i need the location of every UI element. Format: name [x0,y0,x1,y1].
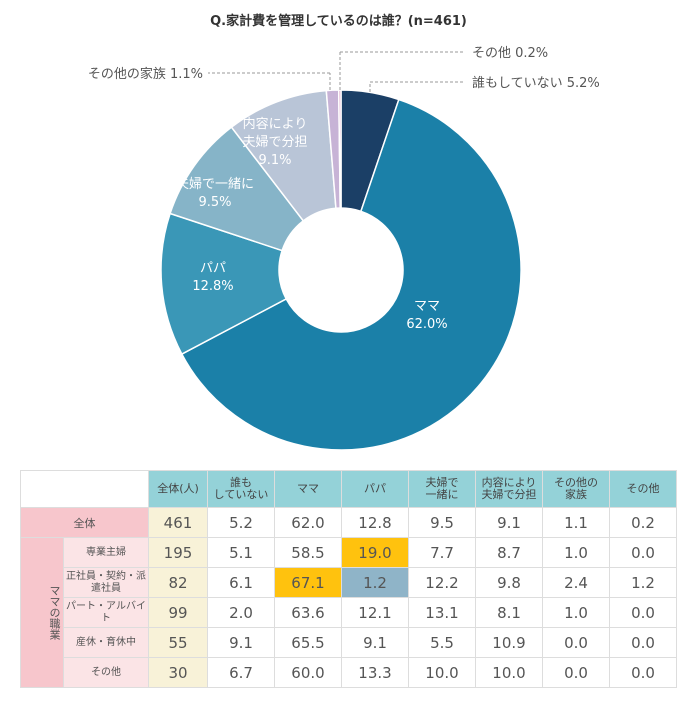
row-label: 産休・育休中 [63,627,149,658]
table-cell: 6.1 [207,567,275,598]
table-cell: 7.7 [408,537,476,568]
table-cell: 12.8 [341,507,409,538]
column-header: その他 [609,470,677,508]
table-cell: 5.1 [207,537,275,568]
outside-label: 誰もしていない 5.2% [472,75,600,91]
table-cell: 0.0 [609,627,677,658]
column-header: 内容により 夫婦で分担 [475,470,543,508]
table-cell: 6.7 [207,657,275,688]
table-cell: 5.5 [408,627,476,658]
slice-label: 9.1% [258,153,291,168]
table-cell: 1.0 [542,597,610,628]
table-cell: 13.3 [341,657,409,688]
slice-label: 12.8% [192,279,233,294]
table-row-total: 全体 461 5.2 62.0 12.8 9.5 9.1 1.1 0.2 [20,507,677,538]
table-cell: 1.0 [542,537,610,568]
table-cell: 62.0 [274,507,342,538]
table-cell: 9.1 [475,507,543,538]
slice-label: 夫婦で分担 [242,134,307,150]
table-cell: 65.5 [274,627,342,658]
table-cell: 30 [148,657,208,688]
table-cell: 9.1 [207,627,275,658]
column-header: ママ [274,470,342,508]
outside-label: その他 0.2% [472,46,548,61]
table-cell: 19.0 [341,537,409,568]
table-cell: 60.0 [274,657,342,688]
table-cell: 8.7 [475,537,543,568]
row-label: パート・アルバイト [63,597,149,628]
table-cell: 12.1 [341,597,409,628]
table-row: パート・アルバイト 99 2.0 63.6 12.1 13.1 8.1 1.0 0.0 [21,597,677,628]
table-cell: 58.5 [274,537,342,568]
table-cell: 5.2 [207,507,275,538]
row-label: 専業主婦 [63,537,149,568]
pie-slice-6 [337,89,342,209]
table-cell: 9.1 [341,627,409,658]
table-row: その他 30 6.7 60.0 13.3 10.0 10.0 0.0 0.0 [21,657,677,688]
table-cell: 0.2 [609,507,677,538]
row-label: 全体 [20,507,149,538]
pie-slice-1 [180,98,522,451]
slice-label: パパ [200,261,226,276]
table-cell: 1.2 [341,567,409,598]
slice-label: 9.5% [198,195,231,210]
table-cell: 0.0 [609,537,677,568]
table-cell: 1.2 [609,567,677,598]
column-header: 夫婦で 一緒に [408,470,476,508]
column-header: パパ [341,470,409,508]
table-row: 正社員・契約・派遣社員 82 6.1 67.1 1.2 12.2 9.8 2.4 1.2 [21,567,677,598]
table-cell: 0.0 [609,597,677,628]
table-cell: 67.1 [274,567,342,598]
table-cell: 8.1 [475,597,543,628]
table-cell: 0.0 [542,627,610,658]
table-cell: 10.9 [475,627,543,658]
table-cell: 63.6 [274,597,342,628]
row-label: 正社員・契約・派遣社員 [63,567,149,598]
group-label: ママの職業 [20,537,64,688]
table-cell: 99 [148,597,208,628]
table-cell: 1.1 [542,507,610,538]
table-cell: 2.0 [207,597,275,628]
outside-label: その他の家族 1.1% [88,66,203,82]
slice-label: 62.0% [406,317,447,332]
table-cell: 9.8 [475,567,543,598]
table-cell: 12.2 [408,567,476,598]
table-cell: 0.0 [542,657,610,688]
column-header: その他の 家族 [542,470,610,508]
table-cell: 82 [148,567,208,598]
slice-label: ママ [414,299,440,314]
table-cell: 9.5 [408,507,476,538]
table-cell: 0.0 [609,657,677,688]
table-cell: 195 [148,537,208,568]
column-header: 全体(人) [148,470,208,508]
slice-label: 内容により [243,116,308,132]
column-header: 誰も していない [207,470,275,508]
pie-slice-2 [160,212,288,356]
data-table: 全体(人) 誰も していない ママ パパ 夫婦で 一緒に 内容により 夫婦で分担 その他の 家族 その… [20,470,677,688]
slice-label: 夫婦で一緒に [176,176,254,192]
table-cell: 55 [148,627,208,658]
table-row: 産休・育休中 55 9.1 65.5 9.1 5.5 10.9 0.0 0.0 [21,627,677,658]
table-cell: 10.0 [475,657,543,688]
corner-cell [20,470,149,508]
table-cell: 461 [148,507,208,538]
table-cell: 2.4 [542,567,610,598]
table-row: ママの職業 専業主婦 195 5.1 58.5 19.0 7.7 8.7 1.0 0.0 [20,537,677,688]
row-label: その他 [63,657,149,688]
table-cell: 10.0 [408,657,476,688]
chart-title: Q.家計費を管理しているのは誰？(n=461) [210,14,467,29]
table-cell: 13.1 [408,597,476,628]
